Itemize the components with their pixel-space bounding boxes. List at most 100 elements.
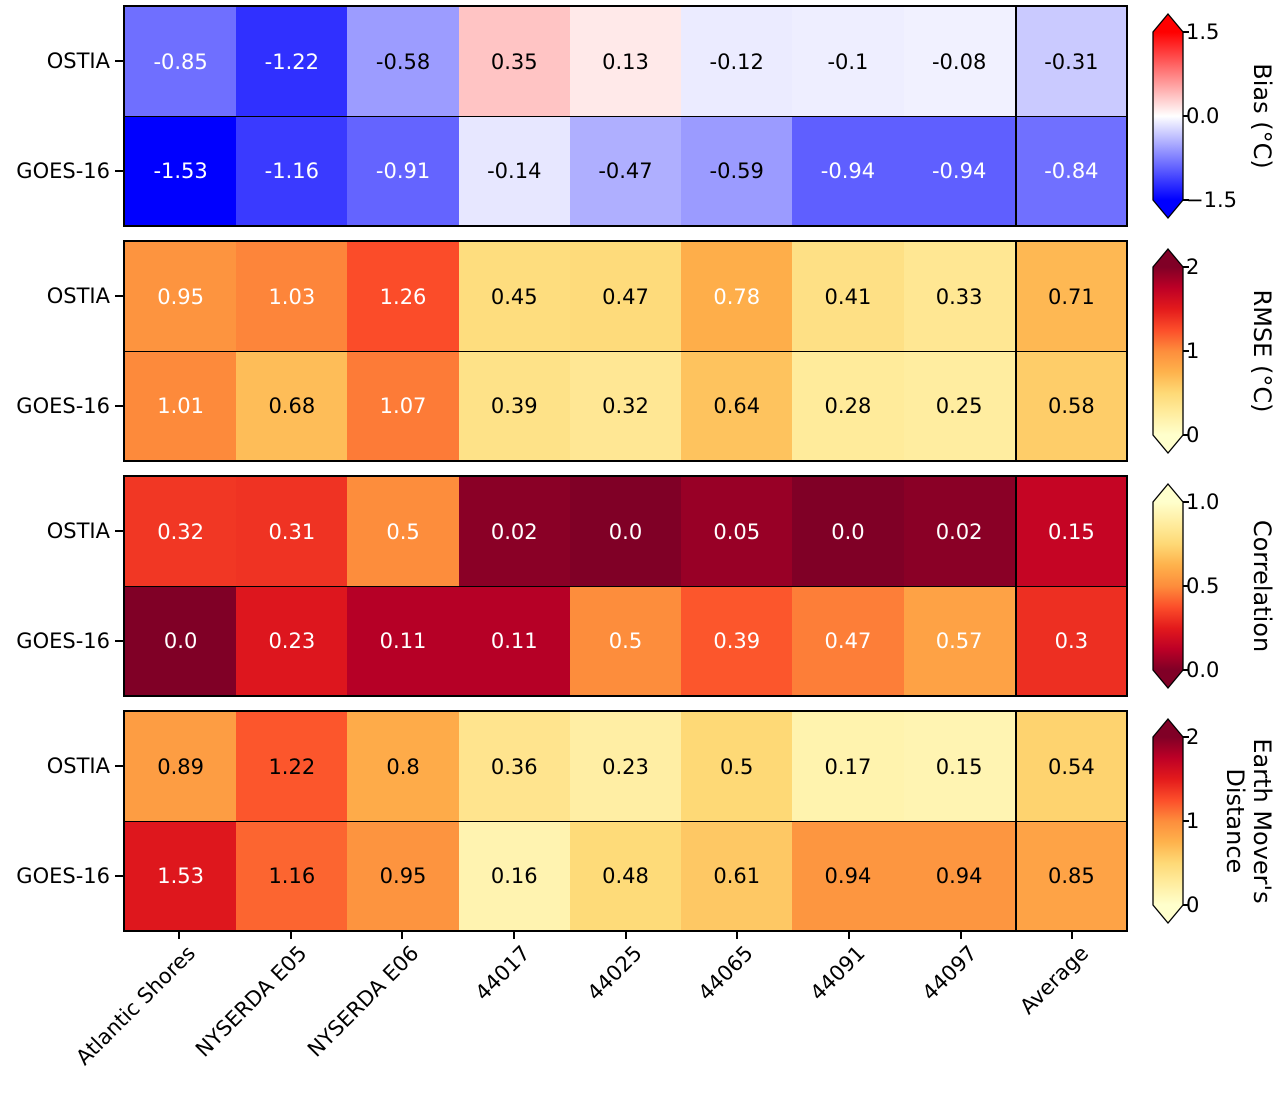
heatmap-cell: -0.31 [1014,7,1126,116]
colorbar-title-rmse: RMSE (°C) [1248,289,1276,413]
x-tick [177,932,180,939]
y-tick [115,60,123,62]
x-tick [289,932,292,939]
colorbar-tick-label: 2 [1186,725,1200,749]
colorbar-gradient [1152,482,1189,690]
heatmap-cell: 1.26 [347,242,459,351]
heatmap-cell: -0.84 [1014,116,1126,225]
colorbar-gradient [1152,12,1189,220]
colorbar-tick-label: 2 [1186,255,1200,279]
heatmap-cell: 0.5 [347,477,459,586]
y-tick [115,295,123,297]
row-label-ostia: OSTIA [46,49,110,73]
heatmap-cell: 0.0 [792,477,904,586]
heatmap-cell: -1.16 [236,116,348,225]
colorbar-bias [1152,12,1190,220]
x-tick-label: NYSERDA E06 [302,941,424,1062]
heatmap-cell: 0.28 [792,351,904,460]
heatmap-cell: 1.53 [125,821,237,930]
x-tick [512,932,515,939]
colorbar-rmse [1152,247,1190,455]
heatmap-cell: 0.33 [903,242,1015,351]
heatmap-cell: 0.11 [458,586,570,695]
heatmap-cell: 0.47 [569,242,682,351]
heatmap-cell: 1.03 [236,242,348,351]
heatmap-cell: 1.22 [236,712,348,821]
heatmap-panel-rmse: OSTIA GOES-16 0.95 1.03 1.26 0.45 0.47 0.78 0.… [0,240,1278,462]
heatmap-cell: 0.16 [458,821,570,930]
heatmap-cell: -1.22 [236,7,348,116]
heatmap-cell: 0.45 [458,242,570,351]
heatmap-cell: 0.64 [681,351,793,460]
heatmap-cell: 0.39 [681,586,793,695]
colorbar-tick-label: 0.0 [1186,658,1220,682]
colorbar-tick-label: −1.5 [1186,188,1237,212]
heatmap-cell: 0.15 [903,712,1015,821]
heatmap-cell: 0.02 [903,477,1015,586]
heatmap-cell: 0.23 [569,712,682,821]
row-label-goes16: GOES-16 [16,394,110,418]
x-tick [401,932,404,939]
colorbar-tick-label: 1 [1186,809,1200,833]
heatmap-cell: 1.07 [347,351,459,460]
heatmap-cell: 0.02 [458,477,570,586]
heatmap-cell: 0.11 [347,586,459,695]
y-tick [115,405,123,407]
heatmap-cell: -0.08 [903,7,1015,116]
y-tick [115,530,123,532]
heatmap-panel-bias: OSTIA GOES-16 -0.85 -1.22 -0.58 0.35 0.13 -0.… [0,5,1278,227]
heatmap-cell: 0.85 [1014,821,1126,930]
heatmap-cell: 0.17 [792,712,904,821]
heatmap-cell: 0.05 [681,477,793,586]
heatmap-cell: 0.94 [792,821,904,930]
heatmap-cell: 0.58 [1014,351,1126,460]
heatmap-cell: 0.47 [792,586,904,695]
heatmap-grid-emd: 0.89 1.22 0.8 0.36 0.23 0.5 0.17 0.15 0.54 1.53 1.… [123,710,1128,932]
row-label-goes16: GOES-16 [16,629,110,653]
heatmap-panel-correlation: OSTIA GOES-16 0.32 0.31 0.5 0.02 0.0 0.05 0.0 0… [0,475,1278,697]
heatmap-cell: 0.8 [347,712,459,821]
heatmap-cell: -0.91 [347,116,459,225]
x-tick-label: Average [1015,941,1094,1019]
colorbar-emd [1152,717,1190,925]
row-label-ostia: OSTIA [46,284,110,308]
colorbar-gradient [1152,247,1189,455]
heatmap-cell: -0.12 [681,7,793,116]
heatmap-cell: 0.23 [236,586,348,695]
heatmap-cell: 0.25 [903,351,1015,460]
x-tick [736,932,739,939]
heatmap-cell: 0.57 [903,586,1015,695]
heatmap-cell: 0.89 [125,712,237,821]
colorbar-tick-label: 0.5 [1186,574,1220,598]
heatmap-cell: 0.35 [458,7,570,116]
heatmap-cell: 0.95 [125,242,237,351]
heatmap-cell: 0.31 [236,477,348,586]
heatmap-cell: 0.15 [1014,477,1126,586]
heatmap-cell: 0.5 [569,586,682,695]
heatmap-cell: 1.16 [236,821,348,930]
x-tick [959,932,962,939]
row-label-ostia: OSTIA [46,519,110,543]
heatmap-cell: 0.95 [347,821,459,930]
x-tick [1071,932,1074,939]
y-tick [115,875,123,877]
heatmap-cell: 0.0 [125,586,237,695]
x-tick-label: 44025 [582,941,647,1006]
colorbar-correlation [1152,482,1190,690]
heatmap-cell: -1.53 [125,116,237,225]
x-tick-label: 44097 [917,941,982,1006]
x-tick-label: 44017 [470,941,535,1006]
heatmap-cell: 0.32 [569,351,682,460]
colorbar-tick-label: 1.5 [1186,20,1220,44]
x-tick-label: 44065 [693,941,759,1006]
colorbar-gradient [1152,717,1189,925]
colorbar-tick-label: 0 [1186,893,1200,917]
heatmap-cell: 0.78 [681,242,793,351]
colorbar-tick-label: 0 [1186,423,1200,447]
heatmap-grid-bias: -0.85 -1.22 -0.58 0.35 0.13 -0.12 -0.1 -0.08 -0.… [123,5,1128,227]
y-tick [115,765,123,767]
row-label-ostia: OSTIA [46,754,110,778]
heatmap-cell: 0.13 [569,7,682,116]
